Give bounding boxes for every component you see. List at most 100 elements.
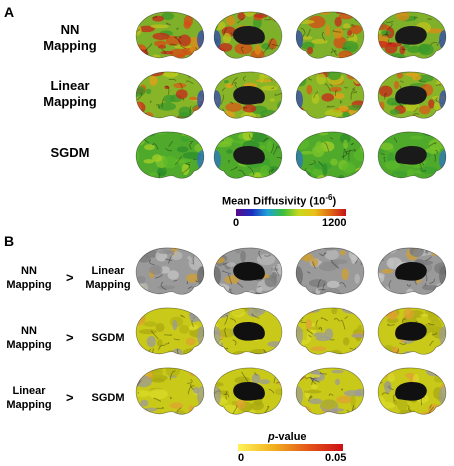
cortex-outline	[135, 71, 205, 119]
sulcus-line	[270, 78, 273, 82]
row-label-line1: SGDM	[50, 145, 90, 160]
right-lateral-brain-surface	[295, 247, 365, 295]
cortex-patch	[355, 169, 364, 179]
sulcus-line	[169, 43, 177, 46]
occipital-pole	[197, 386, 204, 406]
sulcus-line	[335, 89, 338, 97]
cortex-patch	[433, 131, 445, 141]
cortex-patch	[428, 99, 435, 109]
cortex-patch	[330, 86, 342, 92]
right-lateral-brain-surface	[295, 307, 365, 355]
sulcus-line	[229, 101, 234, 105]
sulcus-line	[199, 403, 204, 411]
sulcus-line	[218, 311, 224, 315]
sulcus-line	[187, 379, 193, 384]
cortex-outline	[213, 307, 283, 355]
cortex-patch	[191, 11, 197, 17]
sulcus-line	[221, 270, 232, 275]
cortex-patch	[327, 71, 342, 81]
sulcus-line	[340, 319, 346, 330]
sulcus-line	[352, 87, 356, 90]
cortex-patch	[136, 275, 146, 284]
cortex-patch	[268, 175, 282, 179]
cortex-patch	[379, 85, 393, 97]
cortex-patch	[379, 101, 385, 112]
occipital-pole	[439, 150, 446, 170]
sulcus-line	[343, 86, 348, 89]
sulcus-line	[330, 50, 334, 54]
cortex-patch	[384, 380, 392, 394]
cortex-patch	[157, 250, 175, 255]
sulcus-line	[317, 279, 322, 289]
sulcus-line	[431, 332, 438, 336]
sulcus-line	[311, 378, 320, 383]
cortex-patch	[351, 254, 357, 265]
sulcus-line	[341, 150, 348, 158]
cortex-outline	[295, 247, 365, 295]
right-medial-brain-surface	[377, 11, 447, 59]
cortex-patch	[336, 395, 353, 404]
sulcus-line	[328, 393, 334, 397]
sulcus-line	[407, 408, 414, 415]
occipital-pole	[214, 150, 221, 170]
sulcus-line	[321, 31, 326, 42]
sulcus-line	[307, 78, 313, 81]
cortex-patch	[352, 55, 363, 59]
cortex-patch	[296, 138, 310, 150]
colorbar-a-max-label: 1200	[322, 217, 347, 229]
sulcus-line	[186, 280, 189, 285]
colorbar-a-title-sup: -6	[325, 193, 333, 202]
sulcus-line	[383, 156, 386, 162]
cortex-patch	[386, 42, 402, 47]
cortex-patch	[311, 258, 319, 267]
cmp-label-line1: SGDM	[91, 392, 125, 404]
cortex-patch	[343, 139, 348, 150]
cortex-patch	[260, 113, 266, 119]
sulcus-line	[312, 261, 316, 269]
sulcus-line	[387, 39, 392, 45]
cortex-patch	[308, 15, 326, 29]
cortex-patch	[256, 254, 276, 266]
cortex-outline	[377, 367, 447, 415]
occipital-pole	[439, 386, 446, 406]
sulcus-line	[347, 33, 354, 38]
cortex-patch	[394, 80, 400, 90]
cortex-patch	[146, 292, 153, 295]
sulcus-line	[262, 137, 270, 143]
occipital-pole	[296, 90, 303, 110]
sulcus-line	[438, 408, 443, 411]
cortex-patch	[330, 158, 338, 166]
cmp-label-line1: SGDM	[91, 332, 125, 344]
cortex-patch	[144, 407, 158, 412]
sulcus-line	[380, 153, 386, 156]
cortex-patch	[337, 174, 345, 179]
right-lateral-brain-surface	[295, 71, 365, 119]
cortex-patch	[252, 131, 269, 143]
sulcus-line	[315, 319, 319, 327]
sulcus-line	[274, 92, 282, 96]
sulcus-line	[174, 36, 182, 39]
cortex-patch	[308, 279, 328, 288]
sulcus-line	[251, 313, 260, 319]
row-label-line1: NN	[60, 22, 80, 37]
cortex-patch	[214, 382, 224, 387]
cortex-patch	[419, 411, 436, 415]
cortex-patch	[378, 166, 383, 179]
cmp-label-line1: NN	[21, 325, 37, 337]
cortex-outline	[213, 11, 283, 59]
cortex-patch	[437, 56, 446, 59]
cmp-row-2-right: SGDM	[78, 331, 138, 345]
left-lateral-brain-surface	[135, 367, 205, 415]
cortex-patch	[161, 12, 175, 20]
cortex-patch	[300, 354, 312, 355]
cortex-patch	[306, 84, 313, 95]
sulcus-line	[186, 80, 194, 85]
cortex-patch	[396, 11, 410, 21]
row-label-line2: Mapping	[43, 38, 97, 53]
sulcus-line	[230, 318, 237, 323]
cmp-label-line1: NN	[21, 265, 37, 277]
cortex-patch	[355, 53, 361, 59]
cortex-patch	[226, 149, 233, 154]
cortex-patch	[426, 367, 445, 377]
cortex-patch	[160, 266, 170, 274]
